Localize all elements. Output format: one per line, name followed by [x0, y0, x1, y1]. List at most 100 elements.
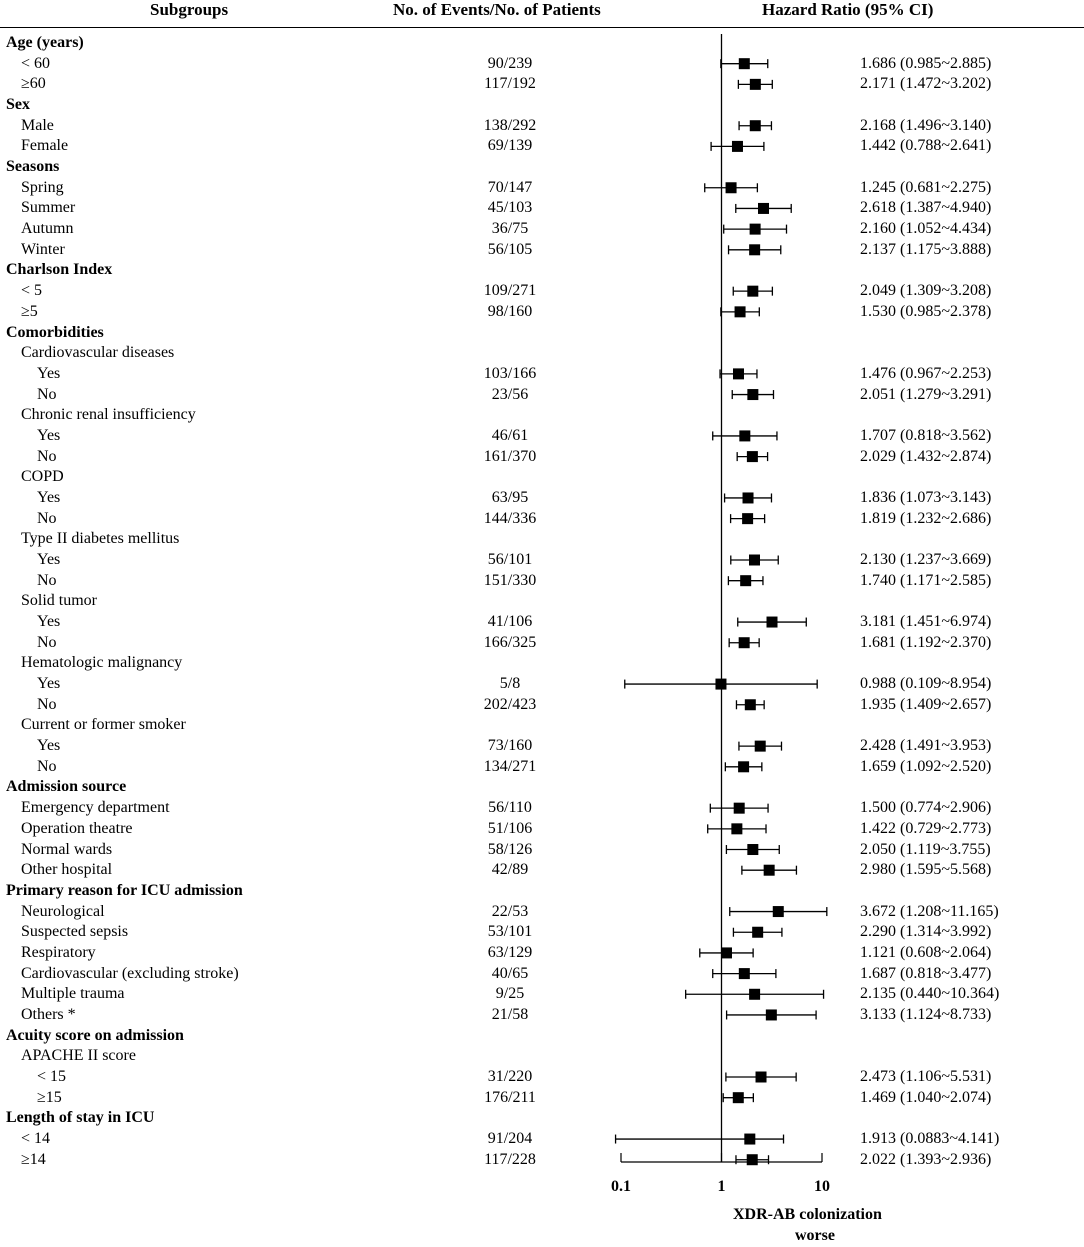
- hr-point: [749, 78, 761, 90]
- hr-point: [732, 1092, 744, 1104]
- row-events: 109/271: [483, 282, 537, 300]
- hr-point: [749, 223, 761, 235]
- row-events: 70/147: [487, 178, 533, 196]
- hr-point: [731, 823, 743, 835]
- header-rule: [0, 27, 1084, 28]
- row-label: Suspected sepsis: [21, 923, 129, 941]
- row-events: 90/239: [487, 54, 533, 72]
- table-row: Yes 5/8 0.988 (0.109~8.954): [0, 674, 1084, 694]
- row-hazard-ratio: 2.980 (1.595~5.568): [860, 861, 992, 879]
- row-label: ≥5: [21, 302, 38, 320]
- row-label: Operation theatre: [21, 819, 133, 837]
- row-label: Type II diabetes mellitus: [21, 530, 180, 548]
- table-row: < 15 31/220 2.473 (1.106~5.531): [0, 1067, 1084, 1087]
- table-row: Yes 41/106 3.181 (1.451~6.974): [0, 612, 1084, 632]
- row-label: APACHE II score: [21, 1047, 136, 1065]
- row-events: 202/423: [483, 695, 537, 713]
- row-label: Cardiovascular diseases: [21, 344, 175, 362]
- row-label: Solid tumor: [21, 592, 98, 610]
- subgroup-header-row: Cardiovascular diseases: [0, 343, 1084, 363]
- row-label: Autumn: [21, 220, 74, 238]
- row-hazard-ratio: 1.500 (0.774~2.906): [860, 799, 992, 817]
- subgroup-header-row: Chronic renal insufficiency: [0, 405, 1084, 425]
- header-hazard-ratio: Hazard Ratio (95% CI): [762, 0, 934, 19]
- row-label: < 5: [21, 282, 43, 300]
- row-label: No: [37, 695, 57, 713]
- row-hazard-ratio: 1.913 (0.0883~4.141): [860, 1130, 1000, 1148]
- row-label: Winter: [21, 240, 65, 258]
- hr-point: [747, 389, 759, 401]
- row-hazard-ratio: 1.476 (0.967~2.253): [860, 364, 992, 382]
- row-label: Neurological: [21, 902, 105, 920]
- row-events: 42/89: [491, 861, 529, 879]
- row-hazard-ratio: 0.988 (0.109~8.954): [860, 675, 992, 693]
- table-row: Yes 103/166 1.476 (0.967~2.253): [0, 364, 1084, 384]
- row-label: No: [37, 447, 57, 465]
- row-hazard-ratio: 3.133 (1.124~8.733): [860, 1005, 992, 1023]
- table-row: No 23/56 2.051 (1.279~3.291): [0, 385, 1084, 405]
- row-hazard-ratio: 2.051 (1.279~3.291): [860, 385, 992, 403]
- row-hazard-ratio: 1.819 (1.232~2.686): [860, 509, 992, 527]
- hr-point: [758, 202, 770, 214]
- hr-point: [738, 58, 750, 70]
- hr-point: [738, 637, 750, 649]
- row-events: 63/95: [491, 488, 529, 506]
- row-events: 151/330: [483, 571, 537, 589]
- row-hazard-ratio: 2.049 (1.309~3.208): [860, 282, 992, 300]
- row-events: 98/160: [487, 302, 533, 320]
- row-label: Other hospital: [21, 861, 113, 879]
- hr-point: [738, 761, 750, 773]
- row-events: 9/25: [495, 985, 525, 1003]
- row-label: Yes: [37, 551, 61, 568]
- table-row: Yes 63/95 1.836 (1.073~3.143): [0, 488, 1084, 508]
- row-events: 58/126: [487, 840, 533, 858]
- table-row: Others * 21/58 3.133 (1.124~8.733): [0, 1005, 1084, 1025]
- row-hazard-ratio: 3.181 (1.451~6.974): [860, 613, 992, 631]
- subgroup-header-row: Hematologic malignancy: [0, 653, 1084, 673]
- hr-point: [720, 947, 732, 959]
- subgroup-header-row: Current or former smoker: [0, 715, 1084, 735]
- row-events: 63/129: [487, 943, 533, 961]
- row-hazard-ratio: 1.687 (0.818~3.477): [860, 964, 992, 982]
- row-hazard-ratio: 2.428 (1.491~3.953): [860, 737, 992, 755]
- group-header-row: Primary reason for ICU admission: [0, 881, 1084, 901]
- row-events: 45/103: [487, 199, 533, 217]
- row-label: ≥15: [37, 1088, 62, 1106]
- x-tick-label: 0.1: [611, 1178, 631, 1195]
- hr-point: [749, 988, 761, 1000]
- row-label: No: [37, 757, 57, 775]
- row-events: 41/106: [487, 613, 533, 631]
- row-label: Age (years): [6, 34, 84, 51]
- row-events: 134/271: [483, 757, 537, 775]
- row-events: 138/292: [483, 116, 537, 134]
- table-row: < 14 91/204 1.913 (0.0883~4.141): [0, 1129, 1084, 1149]
- row-hazard-ratio: 1.121 (0.608~2.064): [860, 943, 992, 961]
- hr-point: [755, 1071, 767, 1083]
- row-events: 144/336: [483, 509, 537, 527]
- header-subgroups: Subgroups: [150, 0, 229, 19]
- table-row: Multiple trauma 9/25 2.135 (0.440~10.364): [0, 984, 1084, 1004]
- table-row: Autumn 36/75 2.160 (1.052~4.434): [0, 219, 1084, 239]
- row-label: Yes: [37, 675, 61, 693]
- row-events: 5/8: [499, 675, 521, 693]
- row-hazard-ratio: 2.137 (1.175~3.888): [860, 240, 992, 258]
- row-events: 103/166: [483, 364, 537, 382]
- row-hazard-ratio: 1.740 (1.171~2.585): [860, 571, 992, 589]
- group-header-row: Acuity score on admission: [0, 1026, 1084, 1046]
- hr-point: [752, 926, 764, 938]
- row-hazard-ratio: 2.130 (1.237~3.669): [860, 551, 992, 568]
- hr-point: [749, 120, 761, 132]
- row-events: 117/228: [484, 1150, 536, 1168]
- table-row: ≥5 98/160 1.530 (0.985~2.378): [0, 302, 1084, 322]
- row-hazard-ratio: 2.290 (1.314~3.992): [860, 923, 992, 941]
- row-label: Multiple trauma: [21, 985, 125, 1003]
- row-hazard-ratio: 1.836 (1.073~3.143): [860, 488, 992, 506]
- row-label: Seasons: [6, 158, 60, 176]
- hr-point: [731, 140, 743, 152]
- row-label: Current or former smoker: [21, 716, 186, 734]
- row-hazard-ratio: 3.672 (1.208~11.165): [860, 902, 999, 920]
- row-hazard-ratio: 1.659 (1.092~2.520): [860, 757, 992, 775]
- row-label: Yes: [37, 364, 61, 382]
- hr-point: [746, 1154, 758, 1166]
- row-label: ≥60: [21, 75, 46, 93]
